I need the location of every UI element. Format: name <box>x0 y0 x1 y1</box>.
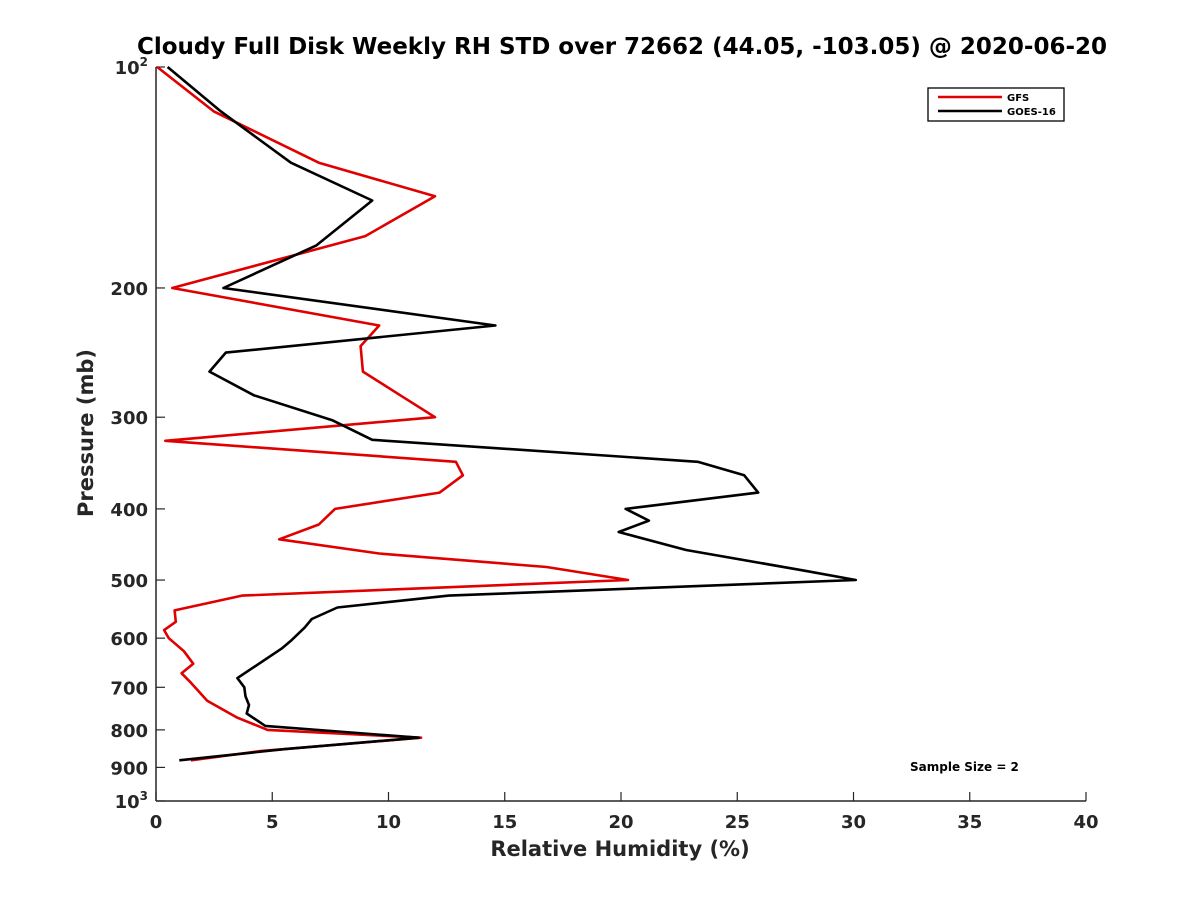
x-tick-label: 5 <box>266 812 279 833</box>
y-tick-label: 600 <box>110 629 148 650</box>
x-axis-label: Relative Humidity (%) <box>490 837 749 861</box>
y-tick-label: 800 <box>110 721 148 742</box>
series-layer <box>156 65 858 762</box>
x-tick-label: 10 <box>376 812 401 833</box>
x-tick-label: 40 <box>1073 812 1098 833</box>
series-line-goes16 <box>166 66 858 762</box>
y-tick-label: 500 <box>110 571 148 592</box>
legend-label-goes16: GOES-16 <box>1007 107 1056 118</box>
legend-label-gfs: GFS <box>1007 93 1029 104</box>
legend-box <box>927 87 1065 122</box>
legend: GFS GOES-16 <box>927 87 1065 122</box>
plot-axes: 0 5 10 15 20 25 30 35 40 102 200 300 400 500 600 700 800… <box>110 55 1098 833</box>
y-tick-label: 300 <box>110 408 148 429</box>
y-tick-label: 400 <box>110 500 148 521</box>
y-tick-label: 200 <box>110 279 148 300</box>
series-line-gfs <box>156 65 630 762</box>
x-tick-label: 25 <box>725 812 750 833</box>
y-axis-label: Pressure (mb) <box>74 349 98 517</box>
y-tick-label: 700 <box>110 678 148 699</box>
x-tick-label: 30 <box>841 812 866 833</box>
sample-size-annotation: Sample Size = 2 <box>910 760 1019 774</box>
x-tick-label: 20 <box>608 812 633 833</box>
y-tick-label: 103 <box>115 789 148 813</box>
x-tick-label: 35 <box>957 812 982 833</box>
y-tick-label: 102 <box>115 55 148 79</box>
y-tick-label: 900 <box>110 758 148 779</box>
chart-title: Cloudy Full Disk Weekly RH STD over 7266… <box>137 34 1107 60</box>
x-tick-label: 0 <box>150 812 163 833</box>
x-tick-label: 15 <box>492 812 517 833</box>
